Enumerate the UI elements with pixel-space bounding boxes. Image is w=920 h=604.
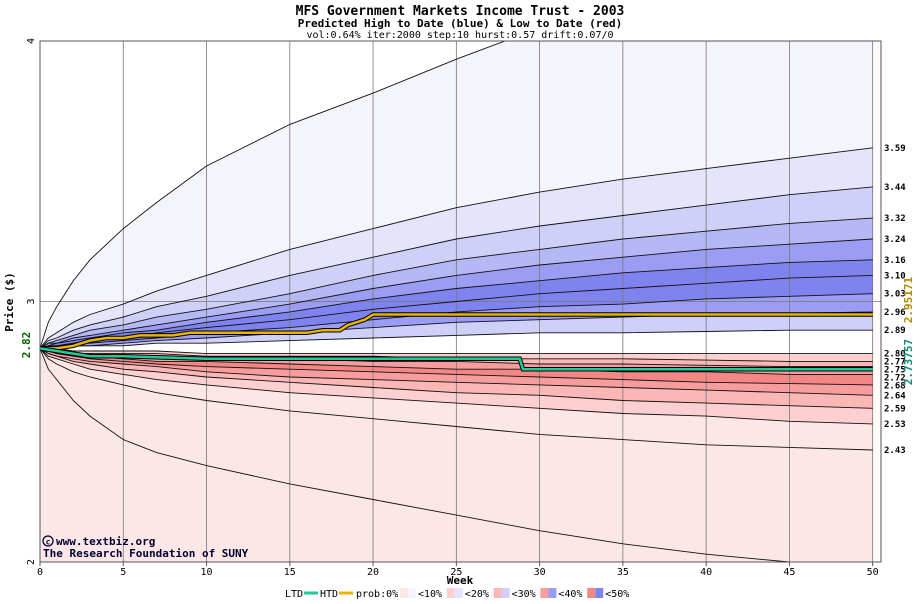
copyright-icon-letter: c — [46, 538, 51, 547]
legend-htd-label: HTD — [320, 589, 338, 600]
quantile-line — [40, 186, 873, 349]
chart-title: MFS Government Markets Income Trust - 20… — [296, 4, 625, 19]
series-line-ltd — [40, 347, 873, 371]
right-value-label: 3.10 — [884, 271, 906, 281]
legend-item-label: <20% — [465, 589, 489, 600]
x-tick-label: 40 — [700, 567, 712, 578]
quantile-line — [40, 293, 873, 349]
x-tick-label: 25 — [450, 567, 462, 578]
legend-swatch-red — [493, 588, 502, 598]
legend-swatch-red — [540, 588, 549, 598]
y-tick-label: 3 — [26, 298, 37, 304]
x-tick-label: 5 — [120, 567, 126, 578]
high-final-label: 2.95171 — [902, 276, 915, 323]
band-top — [40, 41, 873, 349]
low-final-label: 2.73757 — [902, 339, 915, 385]
probability-band — [40, 348, 873, 385]
plot-border — [39, 40, 882, 563]
legend-swatch-blue — [408, 588, 416, 598]
legend-swatch-red — [446, 588, 455, 598]
right-value-label: 2.43 — [884, 446, 906, 456]
right-value-label: 3.32 — [884, 214, 906, 224]
legend-prob-label: prob:0% — [356, 589, 398, 600]
series-line-htd — [40, 313, 873, 350]
y-tick-label: 2 — [26, 559, 37, 565]
right-value-label: 2.72 — [884, 374, 906, 384]
legend-item-label: <50% — [605, 589, 629, 600]
legend-swatch-blue — [548, 588, 557, 598]
start-price-label: 2.82 — [20, 332, 33, 359]
quantile-line — [40, 217, 873, 349]
legend-swatch-blue — [595, 588, 604, 598]
quantile-line — [40, 348, 797, 562]
right-value-label: 3.16 — [884, 256, 906, 266]
x-tick-label: 30 — [534, 567, 546, 578]
right-value-label: 2.77 — [884, 358, 906, 368]
right-value-label: 2.53 — [884, 420, 906, 430]
right-value-label: 3.24 — [884, 235, 906, 245]
band-bottom — [40, 348, 873, 562]
quantile-line — [40, 348, 873, 396]
legend-swatch-red — [587, 588, 596, 598]
probability-band — [40, 147, 873, 349]
quantile-line — [40, 347, 873, 386]
credit-site: www.textbiz.org — [56, 535, 155, 548]
probability-band — [40, 218, 873, 349]
quantile-line — [40, 41, 507, 349]
legend-item-label: <40% — [558, 589, 582, 600]
chart-parameters: vol:0.64% iter:2000 step:10 hurst:0.57 d… — [306, 30, 613, 41]
legend-swatch-red — [400, 588, 408, 598]
legend-ltd-label: LTD — [285, 589, 303, 600]
quantile-line — [40, 238, 873, 349]
quantile-line — [40, 348, 873, 425]
probability-band — [40, 348, 873, 396]
legend-swatch-blue — [501, 588, 510, 598]
y-axis-label: Price ($) — [3, 272, 16, 332]
x-tick-label: 50 — [867, 567, 879, 578]
x-tick-label: 35 — [617, 567, 629, 578]
quantile-line — [40, 147, 873, 349]
right-value-label: 3.44 — [884, 183, 906, 193]
quantile-line — [40, 348, 873, 409]
x-tick-label: 20 — [367, 567, 379, 578]
quantile-line — [40, 348, 873, 451]
x-tick-label: 0 — [37, 567, 43, 578]
credit-org: The Research Foundation of SUNY — [43, 547, 249, 560]
right-value-label: 2.80 — [884, 350, 906, 360]
y-tick-label: 4 — [26, 38, 37, 44]
legend: LTD HTD prob:0% <10% <20% <30% <40% <50% — [285, 588, 629, 600]
legend-swatch-blue — [454, 588, 463, 598]
right-value-label: 2.75 — [884, 366, 906, 376]
quantile-line — [40, 259, 873, 349]
copyright-icon — [42, 535, 54, 547]
legend-item-label: <30% — [512, 589, 536, 600]
right-value-label: 2.64 — [884, 391, 906, 401]
probability-band — [40, 348, 873, 424]
chart-subtitle: Predicted High to Date (blue) & Low to D… — [298, 17, 623, 30]
right-value-label: 2.59 — [884, 404, 906, 414]
right-value-label: 2.68 — [884, 382, 906, 392]
probability-band — [40, 259, 873, 349]
probability-band — [40, 186, 873, 349]
probability-band — [40, 348, 873, 409]
x-tick-label: 45 — [783, 567, 795, 578]
x-tick-label: 15 — [284, 567, 296, 578]
x-tick-label: 10 — [201, 567, 213, 578]
legend-item-label: <10% — [418, 589, 442, 600]
right-value-label: 3.59 — [884, 144, 906, 154]
probability-band — [40, 239, 873, 349]
probability-band — [40, 348, 873, 450]
right-value-label: 3.03 — [884, 290, 906, 300]
right-value-label: 2.96 — [884, 308, 906, 318]
x-axis-label: Week — [447, 574, 474, 587]
quantile-line — [40, 347, 873, 355]
probability-band — [40, 348, 873, 367]
right-value-label: 2.89 — [884, 326, 906, 336]
